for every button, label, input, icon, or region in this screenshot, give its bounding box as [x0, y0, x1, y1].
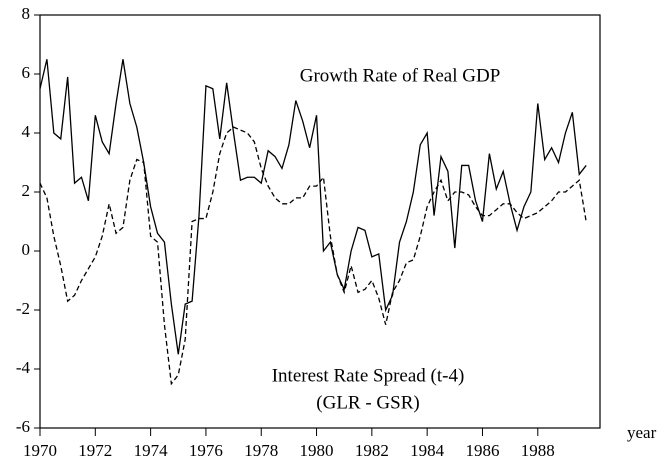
series-label: Interest Rate Spread (t-4) — [272, 365, 465, 386]
series-label: Growth Rate of Real GDP — [300, 65, 501, 86]
x-tick-label: 1972 — [78, 441, 112, 460]
x-tick-label: 1974 — [134, 441, 169, 460]
y-tick-label: -2 — [16, 299, 30, 318]
x-tick-label: 1976 — [189, 441, 223, 460]
y-tick-label: 8 — [22, 4, 31, 23]
y-tick-label: -6 — [16, 417, 30, 436]
y-tick-label: 0 — [22, 240, 31, 259]
y-tick-label: 4 — [22, 122, 31, 141]
x-tick-label: 1980 — [300, 441, 334, 460]
annotation: (GLR - GSR) — [316, 392, 419, 413]
series-line — [39, 126, 587, 386]
x-tick-label: 1986 — [465, 441, 499, 460]
plot-frame — [39, 14, 601, 429]
x-tick-label: 1984 — [410, 441, 445, 460]
x-axis-label: year — [627, 423, 657, 442]
x-tick-label: 1988 — [521, 441, 555, 460]
y-tick-label: 2 — [22, 181, 31, 200]
y-tick-label: -4 — [16, 358, 31, 377]
series-line — [39, 59, 587, 355]
x-tick-label: 1982 — [355, 441, 389, 460]
x-tick-label: 1970 — [23, 441, 57, 460]
x-tick-label: 1978 — [244, 441, 278, 460]
y-tick-label: 6 — [22, 63, 31, 82]
